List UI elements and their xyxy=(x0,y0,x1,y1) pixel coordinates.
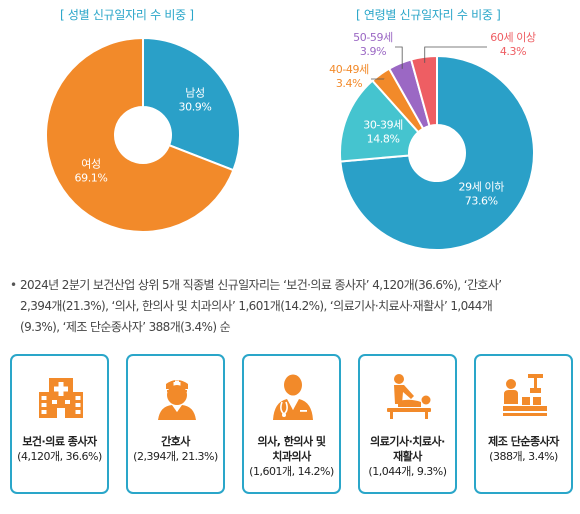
slice-value-label: 69.1% xyxy=(75,172,108,185)
card-name-line-2: 치과의사 xyxy=(272,450,311,463)
summary-line-1: 2024년 2분기 보건산업 상위 5개 직종별 신규일자리는 ‘보건·의료 종… xyxy=(20,278,502,292)
card-stat: (1,044개, 9.3%) xyxy=(368,465,447,478)
card-health-medical-workers: 보건·의료 종사자 (4,120개, 36.6%) xyxy=(10,354,109,494)
leader-line xyxy=(424,46,487,63)
donut-slice-4 xyxy=(409,54,438,128)
summary-line-2: 2,394개(21.3%), ‘의사, 한의사 및 치과의사’ 1,601개(1… xyxy=(20,299,493,313)
slice-category-label: 60세 이상 xyxy=(490,31,536,44)
slice-value-label: 4.3% xyxy=(500,45,526,58)
slice-category-label: 30-39세 xyxy=(363,119,403,132)
slice-category-label: 남성 xyxy=(185,86,204,99)
card-name: 보건·의료 종사자 xyxy=(22,435,97,448)
donut-slice-0 xyxy=(142,36,241,172)
card-stat: (1,601개, 14.2%) xyxy=(249,465,334,478)
occupation-cards: 보건·의료 종사자 (4,120개, 36.6%) 간호사 (2,394개, 2… xyxy=(10,354,573,504)
slice-category-label: 40-49세 xyxy=(329,63,369,76)
nurse-icon xyxy=(158,380,196,420)
card-stat: (388개, 3.4%) xyxy=(489,450,558,463)
summary-line-3: (9.3%), ‘제조 단순종사자’ 388개(3.4%) 순 xyxy=(20,320,231,334)
leader-line xyxy=(395,46,403,69)
therapist-icon xyxy=(387,374,431,419)
card-name: 간호사 xyxy=(161,435,190,448)
card-stat: (2,394개, 21.3%) xyxy=(133,450,218,463)
donut-slice-1 xyxy=(45,36,235,233)
slice-value-label: 3.4% xyxy=(336,77,362,90)
bullet-dot: • xyxy=(10,278,17,292)
slice-value-label: 3.9% xyxy=(360,45,386,58)
slice-value-label: 30.9% xyxy=(179,100,212,113)
hospital-icon xyxy=(39,378,83,418)
card-therapists: 의료기사·치료사· 재활사 (1,044개, 9.3%) xyxy=(358,354,457,494)
card-doctors: 의사, 한의사 및 치과의사 (1,601개, 14.2%) xyxy=(242,354,341,494)
donut-slice-0 xyxy=(339,54,535,251)
gender-chart-title: [ 성별 신규일자리 수 비중 ] xyxy=(60,8,194,22)
card-name-line-1: 의료기사·치료사· xyxy=(370,435,445,448)
doctor-icon xyxy=(273,374,313,420)
slice-category-label: 50-59세 xyxy=(353,31,393,44)
card-name-line-1: 의사, 한의사 및 xyxy=(257,435,326,448)
slice-category-label: 29세 이하 xyxy=(459,180,505,194)
card-manufacturing-workers: 제조 단순종사자 (388개, 3.4%) xyxy=(474,354,573,494)
age-chart-title: [ 연령별 신규일자리 수 비중 ] xyxy=(356,8,501,22)
slice-category-label: 여성 xyxy=(81,158,100,171)
card-stat: (4,120개, 36.6%) xyxy=(17,450,102,463)
slice-value-label: 14.8% xyxy=(367,133,400,146)
factory-worker-icon xyxy=(503,374,547,416)
summary-text: • 2024년 2분기 보건산업 상위 5개 직종별 신규일자리는 ‘보건·의료 … xyxy=(10,275,572,338)
card-name-line-2: 재활사 xyxy=(393,450,422,463)
card-name: 제조 단순종사자 xyxy=(488,435,559,448)
card-nurse: 간호사 (2,394개, 21.3%) xyxy=(126,354,225,494)
donut-slice-1 xyxy=(339,79,420,163)
slice-value-label: 73.6% xyxy=(465,195,498,208)
